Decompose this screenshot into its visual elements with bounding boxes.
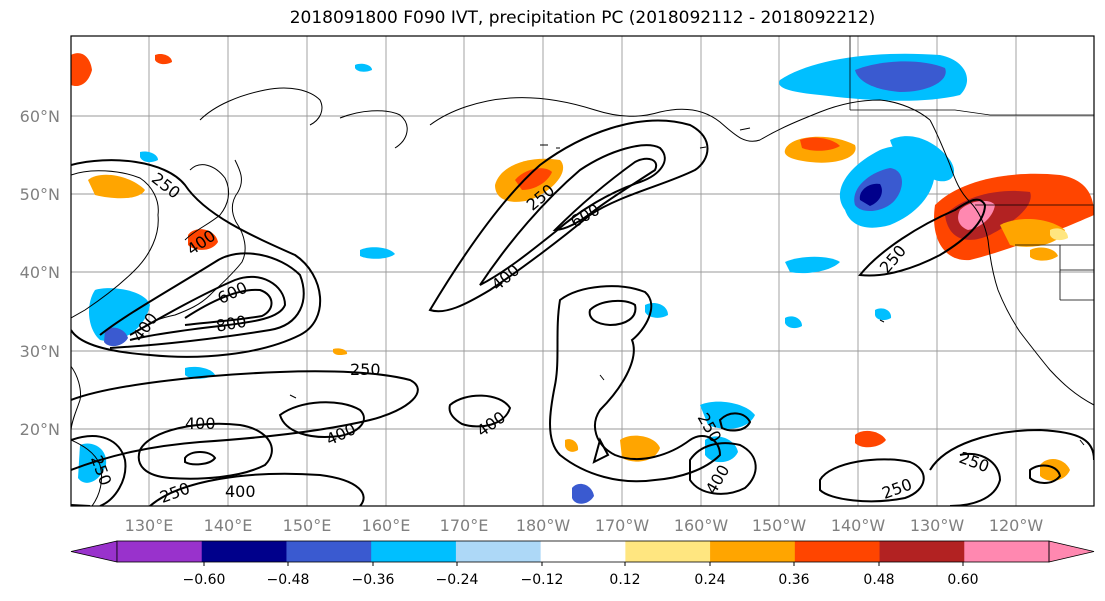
map-title: 2018091800 F090 IVT, precipitation PC (2… [289,8,876,28]
lat-label: 20°N [20,420,60,439]
colorbar-tick-label: 0.24 [694,572,725,588]
colorbar-tick-label: 0.36 [778,572,809,588]
lat-label: 30°N [20,342,60,361]
colorbar-extend-high [1048,540,1095,563]
colorbar-segment [625,541,711,562]
colorbar-extend-low [70,540,118,563]
colorbar-segment [201,541,287,562]
colorbar-tick-label: 0.48 [863,572,894,588]
lon-label: 160°W [674,516,729,535]
lon-label: 130°W [910,516,965,535]
colorbar-tick-label: −0.60 [183,572,226,588]
colorbar-tick-label: −0.36 [352,572,395,588]
precip-pc-shading [71,53,1094,504]
colorbar-segment [371,541,457,562]
lon-label: 170°W [595,516,650,535]
colorbar-segment [455,541,542,562]
lon-label: 150°W [752,516,807,535]
colorbar-segment [964,541,1050,562]
gridlines [71,36,1094,506]
lat-label: 50°N [20,185,60,204]
colorbar-segment [286,541,372,562]
coastlines [71,87,1094,506]
map-background [71,36,1094,506]
colorbar-segment [540,541,626,562]
lon-label: 140°E [204,516,253,535]
borders [849,36,1094,301]
colorbar-tick-label: −0.48 [267,572,310,588]
contour-label: 400 [185,414,216,433]
colorbar-tick-label: −0.24 [436,572,479,588]
lon-label: 130°E [125,516,174,535]
map-frame [70,35,1095,507]
colorbar-outline [116,540,1050,563]
colorbar-segment [879,541,965,562]
longitude-labels: 130°E 140°E 150°E 160°E 170°E 180°W 170°… [125,516,1044,535]
contour-label: 250 [350,360,381,379]
colorbar-segment [710,541,796,562]
lon-label: 170°E [440,516,489,535]
lat-label: 40°N [20,263,60,282]
ivt-contours [71,119,1094,506]
lon-label: 180°W [516,516,571,535]
colorbar-segment [794,541,881,562]
colorbar-tick-label: 0.12 [609,572,640,588]
lon-label: 120°W [989,516,1044,535]
coastline-details [289,319,1085,446]
lon-label: 150°E [283,516,332,535]
colorbar: −0.60 −0.48 −0.36 −0.24 −0.12 0.12 0.24 0.36 0.4… [70,540,1095,588]
colorbar-tick-label: −0.12 [521,572,564,588]
lon-label: 140°W [831,516,886,535]
colorbar-tick-label: 0.60 [947,572,978,588]
latitude-labels: 60°N 50°N 40°N 30°N 20°N [20,107,60,439]
colorbar-segment [117,541,203,562]
lon-label: 160°E [362,516,411,535]
lat-label: 60°N [20,107,60,126]
contour-label: 400 [225,482,256,501]
